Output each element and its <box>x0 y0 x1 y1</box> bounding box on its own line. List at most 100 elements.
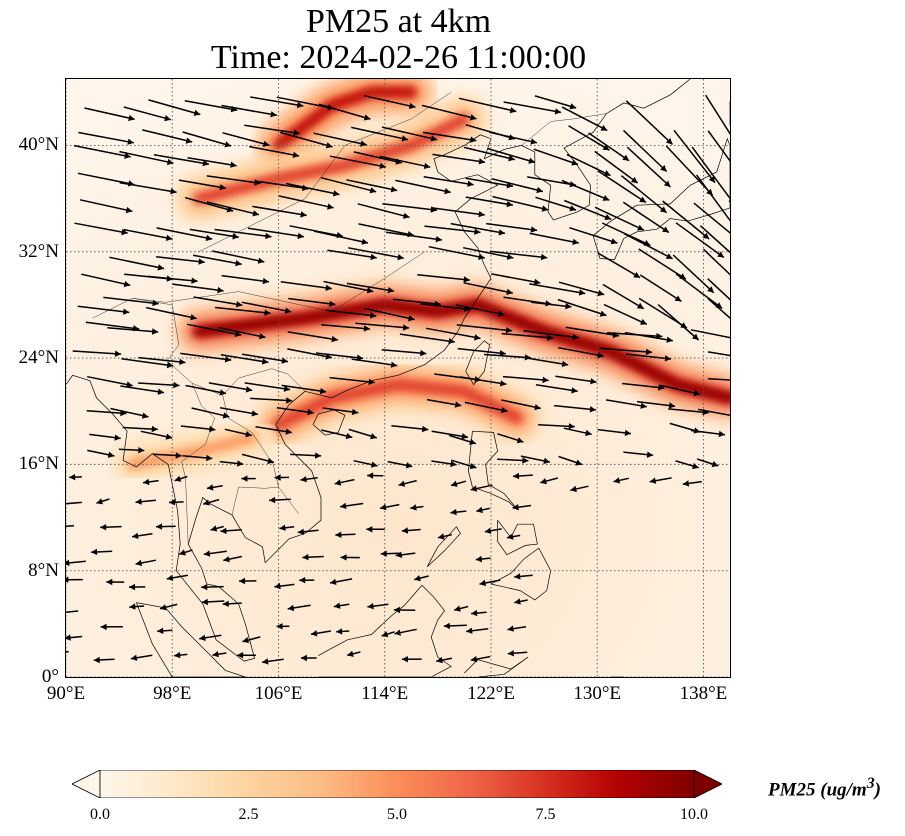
wind-vector <box>87 449 115 458</box>
wind-vector <box>340 554 360 561</box>
wind-vector <box>221 104 277 118</box>
wind-vector <box>274 582 295 590</box>
wind-vector <box>381 349 427 357</box>
wind-vector <box>503 101 562 115</box>
wind-vector <box>131 532 153 539</box>
wind-vector <box>288 297 336 307</box>
wind-vector <box>66 650 69 653</box>
wind-vector <box>428 245 485 260</box>
wind-vector <box>398 479 417 487</box>
wind-vector <box>570 485 589 493</box>
wind-vector <box>201 583 224 591</box>
wind-vector <box>180 352 232 363</box>
wind-vector <box>220 527 242 535</box>
wind-vector <box>336 628 350 635</box>
wind-vector <box>691 146 730 203</box>
wind-vector <box>425 327 481 341</box>
wind-vector <box>206 484 223 491</box>
wind-vector <box>487 147 536 164</box>
wind-vector <box>501 399 541 411</box>
border-line-0 <box>92 298 306 396</box>
wind-vector <box>422 131 477 143</box>
wind-vector <box>557 298 607 317</box>
lon-tick-label: 122°E <box>467 683 515 704</box>
wind-vector <box>276 406 314 416</box>
coastline-hainan <box>312 409 346 436</box>
wind-vector <box>535 383 578 394</box>
wind-vector <box>379 155 431 169</box>
coastline-taiwan <box>465 340 490 386</box>
wind-vector <box>463 282 513 295</box>
wind-vector <box>554 404 597 413</box>
wind-vector <box>145 306 197 321</box>
wind-vector <box>561 106 608 132</box>
wind-vector <box>520 455 551 464</box>
wind-vector <box>417 274 470 283</box>
wind-vector <box>147 275 198 284</box>
wind-vector <box>135 559 157 567</box>
wind-vector <box>244 382 291 392</box>
wind-vector <box>129 603 145 610</box>
wind-vector <box>300 654 317 662</box>
wind-vector <box>569 226 618 245</box>
wind-vector <box>491 177 544 194</box>
wind-vector <box>594 206 645 231</box>
coastline-sumatra <box>136 602 246 677</box>
wind-vector <box>208 382 253 393</box>
wind-vector <box>121 357 174 369</box>
wind-vector <box>73 144 131 159</box>
wind-vector <box>471 609 487 617</box>
wind-vector <box>489 250 548 261</box>
wind-vector <box>353 459 378 468</box>
wind-vector <box>287 604 311 612</box>
wind-vector <box>523 330 580 341</box>
wind-vector <box>675 460 699 470</box>
coastline-sulawesi <box>464 656 529 677</box>
wind-vector <box>355 322 410 331</box>
wind-vector <box>310 630 332 637</box>
wind-vector <box>357 203 410 219</box>
wind-vector <box>507 650 528 657</box>
wind-vector <box>367 603 389 610</box>
wind-vector <box>649 477 672 484</box>
yellow-river-band-layer-3 <box>195 115 468 202</box>
wind-vector <box>153 154 210 167</box>
wind-vector <box>87 375 133 388</box>
wind-vector <box>697 408 730 417</box>
wind-vector <box>152 452 182 459</box>
wind-vector <box>380 550 400 557</box>
wind-vector <box>497 433 524 444</box>
wind-vector <box>637 400 676 409</box>
wind-vector <box>491 273 541 285</box>
wind-vector <box>302 554 324 561</box>
wind-vector <box>456 324 513 334</box>
wind-vector <box>410 504 424 511</box>
wind-vector <box>156 227 213 242</box>
wind-vector <box>329 578 353 585</box>
indochina-band-layer-3 <box>129 434 255 468</box>
lat-tick-label: 24°N <box>18 347 59 369</box>
wind-vector <box>241 301 292 314</box>
wind-vector <box>100 623 123 631</box>
wind-vector <box>529 283 586 296</box>
wind-vector <box>597 252 641 279</box>
wind-vector <box>329 376 375 385</box>
wind-vector <box>119 150 174 166</box>
wind-vector <box>479 579 501 587</box>
wind-vector <box>218 326 266 340</box>
wind-vector <box>128 583 146 591</box>
wind-vector <box>276 623 290 630</box>
wind-vector <box>201 598 225 606</box>
wind-vector <box>459 376 507 387</box>
wind-vector <box>602 283 645 310</box>
wind-vector <box>318 103 371 121</box>
colorbar-tick-label: 2.5 <box>238 806 259 823</box>
wind-vector <box>219 407 259 417</box>
wind-vector <box>123 106 171 122</box>
wind-vector <box>507 625 527 632</box>
wind-vector <box>533 148 579 166</box>
wind-vector <box>563 427 592 437</box>
wind-vector <box>448 434 477 445</box>
wind-vector <box>657 304 700 341</box>
wind-vector <box>395 179 451 195</box>
